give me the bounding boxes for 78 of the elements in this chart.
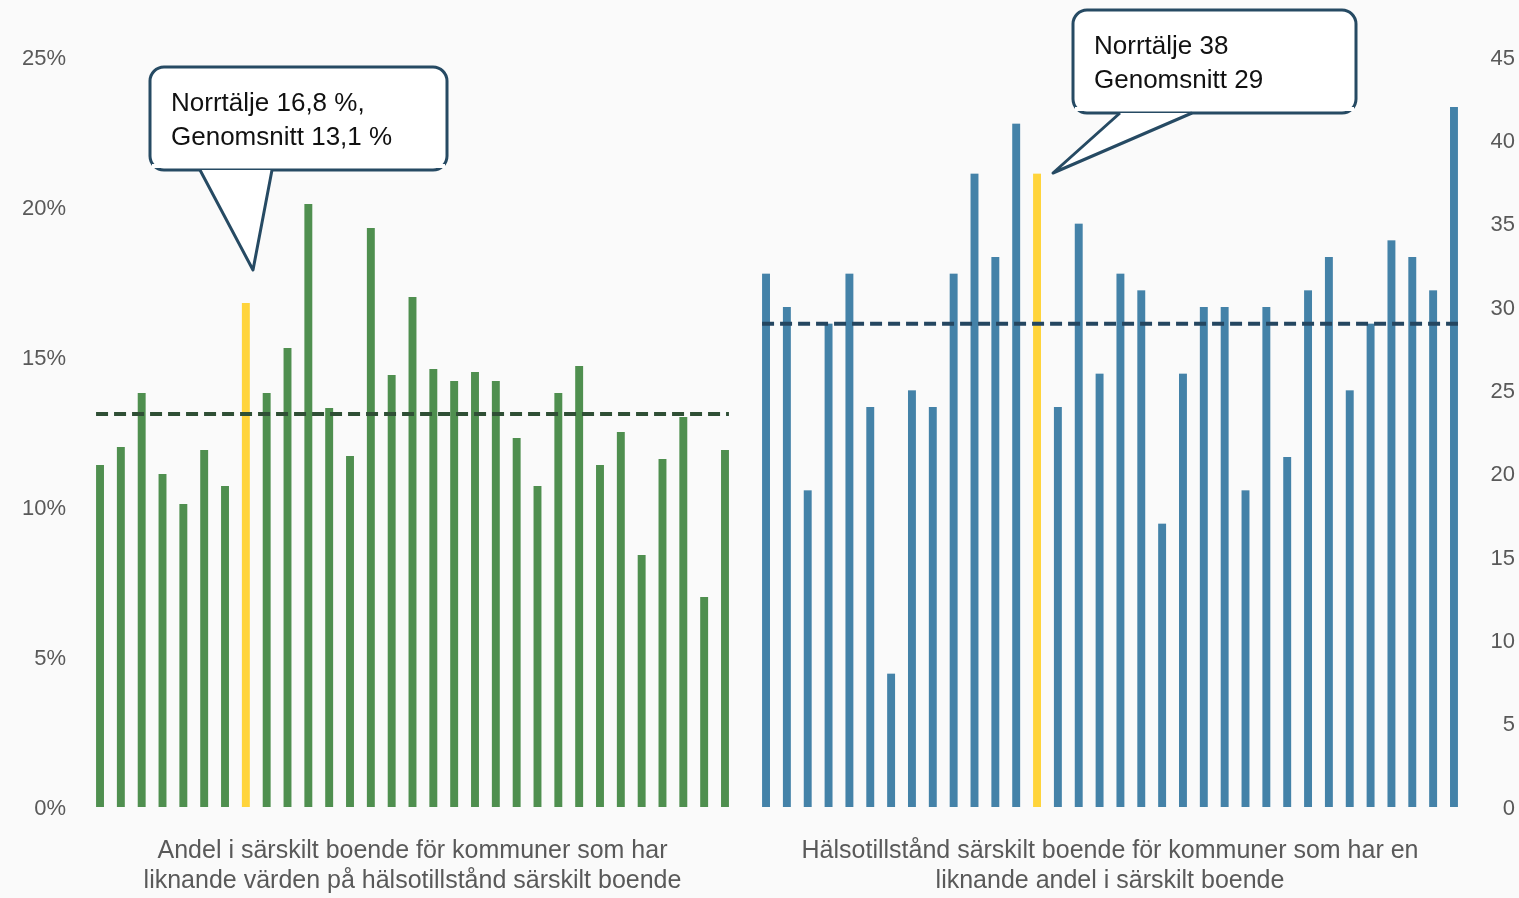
bar (1262, 307, 1271, 807)
x-axis-title: Hälsotillstånd särskilt boende för kommuner som har en liknande andel i särskilt boende (801, 835, 1419, 893)
bar (471, 372, 479, 807)
bar (346, 456, 354, 807)
bar (1429, 290, 1438, 807)
bar (1283, 457, 1292, 807)
bar (1199, 307, 1208, 807)
bar (1053, 407, 1062, 807)
bar (803, 490, 812, 807)
bar (1012, 123, 1021, 807)
bar (1095, 373, 1104, 807)
bar (491, 381, 500, 807)
bar (782, 307, 791, 807)
annotation: Norrtälje 38 Genomsnitt 29 (1094, 30, 1264, 94)
y-tick-label: 35 (1490, 211, 1515, 237)
y-tick-label: 15% (21, 344, 66, 370)
y-tick-label: 15 (1490, 544, 1515, 570)
bar (1137, 290, 1146, 807)
bar (554, 393, 563, 807)
bar (866, 407, 875, 807)
bar (1450, 107, 1458, 807)
bar (907, 390, 916, 807)
y-tick-label: 25 (1490, 378, 1515, 404)
bar (429, 369, 438, 807)
bar (450, 381, 459, 807)
bar (116, 447, 125, 807)
bar (1324, 257, 1333, 807)
bar (721, 450, 729, 807)
bar (824, 323, 833, 807)
bar (1116, 273, 1125, 807)
bar (637, 555, 646, 807)
bar (1220, 307, 1229, 807)
bar (179, 504, 188, 807)
bar (1074, 223, 1083, 807)
bar (366, 228, 375, 807)
annotation: Norrtälje 16,8 %, Genomsnitt 13,1 % (171, 87, 393, 151)
bar (616, 432, 625, 807)
bar (325, 408, 334, 807)
y-tick-label: 5 (1502, 711, 1515, 737)
bar (1033, 173, 1041, 807)
bar (762, 273, 770, 807)
bar (221, 486, 229, 807)
bar (1304, 290, 1313, 807)
bar (262, 393, 271, 807)
bar (575, 366, 584, 807)
bar (991, 257, 1000, 807)
y-tick-label: 30 (1490, 294, 1515, 320)
y-tick-label: 10% (21, 494, 66, 520)
y-tick-label: 45 (1490, 44, 1515, 70)
y-tick-label: 10 (1490, 628, 1515, 654)
y-tick-label: 5% (34, 644, 66, 670)
y-tick-label: 0% (34, 794, 66, 820)
bar (304, 204, 313, 807)
bar (1387, 240, 1396, 807)
bar (700, 597, 709, 807)
bar (1366, 323, 1375, 807)
bar (1179, 373, 1187, 807)
y-tick-label: 20% (21, 194, 66, 220)
bar (512, 438, 521, 807)
x-axis-title: Andel i särskilt boende för kommuner som har liknande värden på hälsotillstånd särskilt boende (143, 835, 682, 893)
bar (679, 417, 688, 807)
bar (1408, 257, 1417, 807)
bar (1158, 523, 1167, 807)
bar (200, 450, 209, 807)
bar (241, 303, 250, 807)
bar (596, 465, 604, 807)
y-tick-label: 40 (1490, 128, 1515, 154)
bar (96, 465, 104, 807)
bar (928, 407, 937, 807)
bar (887, 673, 896, 807)
bar (387, 375, 396, 807)
y-tick-label: 0 (1502, 794, 1515, 820)
bar (845, 273, 854, 807)
bar (1345, 390, 1354, 807)
bar (137, 393, 146, 807)
y-tick-label: 25% (21, 44, 66, 70)
y-tick-label: 20 (1490, 461, 1515, 487)
bar (949, 273, 958, 807)
